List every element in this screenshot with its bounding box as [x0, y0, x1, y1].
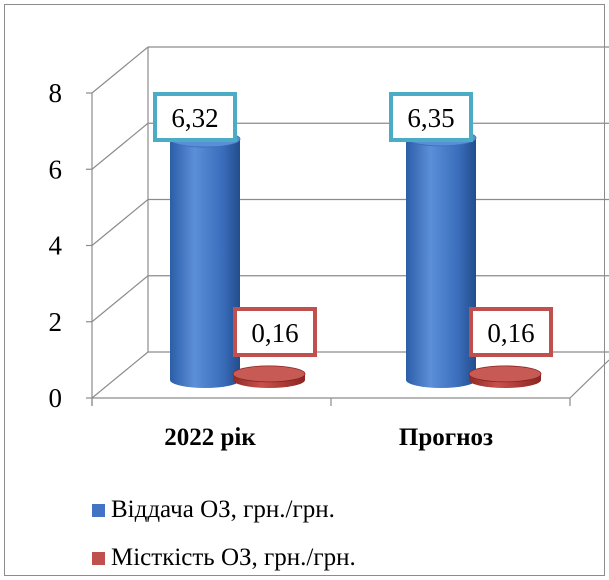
y-tick-label-4: 8	[49, 78, 63, 108]
data-label-0-0: 6,32	[153, 92, 237, 142]
x-tick-label-0: 2022 рік	[164, 424, 256, 451]
x-tick-label-1: Прогноз	[399, 424, 493, 451]
bar-vidd-1	[405, 129, 477, 388]
legend-swatch-blue	[92, 503, 105, 517]
gridline-diag-0	[91, 351, 149, 399]
bar-mist-0	[232, 365, 306, 388]
bar-mist-top-0	[232, 365, 306, 383]
y-tick-label-2: 4	[49, 231, 63, 261]
data-label-text-0-1: 6,35	[407, 103, 454, 133]
data-label-1-1: 0,16	[469, 307, 553, 357]
data-label-box-1-1	[469, 307, 553, 357]
legend-item-mist: Місткість ОЗ, грн./грн.	[92, 544, 356, 572]
data-label-text-1-0: 0,16	[251, 318, 298, 348]
data-label-box-0-0	[153, 92, 237, 142]
bar-vidd-body-1	[406, 137, 476, 388]
data-label-box-1-0	[233, 307, 317, 357]
gridline-diag-1	[91, 275, 149, 323]
bar-vidd-body-0	[170, 139, 240, 388]
data-label-text-1-1: 0,16	[487, 318, 534, 348]
legend-swatch-red	[92, 551, 105, 565]
bar-vidd-0	[169, 130, 241, 388]
data-label-0-1: 6,35	[389, 92, 473, 142]
y-tick-label-1: 2	[49, 307, 63, 337]
bar-mist-1	[468, 365, 542, 388]
bar-mist-top-1	[468, 365, 542, 383]
y-tick-label-0: 0	[49, 383, 63, 413]
gridline-diag-3	[91, 122, 149, 170]
gridline-diag-4	[91, 46, 149, 94]
gridline-diag-2	[91, 199, 149, 246]
chart-frame	[4, 4, 605, 576]
legend-item-vidd: Віддача ОЗ, грн./грн.	[92, 496, 335, 524]
legend-label-mist: Місткість ОЗ, грн./грн.	[111, 544, 356, 571]
floor-right-edge	[569, 359, 609, 399]
legend-label-vidd: Віддача ОЗ, грн./грн.	[111, 496, 335, 523]
data-label-1-0: 0,16	[233, 307, 317, 357]
data-label-text-0-0: 6,32	[171, 103, 218, 133]
y-tick-label-3: 6	[49, 154, 63, 184]
data-label-box-0-1	[389, 92, 473, 142]
